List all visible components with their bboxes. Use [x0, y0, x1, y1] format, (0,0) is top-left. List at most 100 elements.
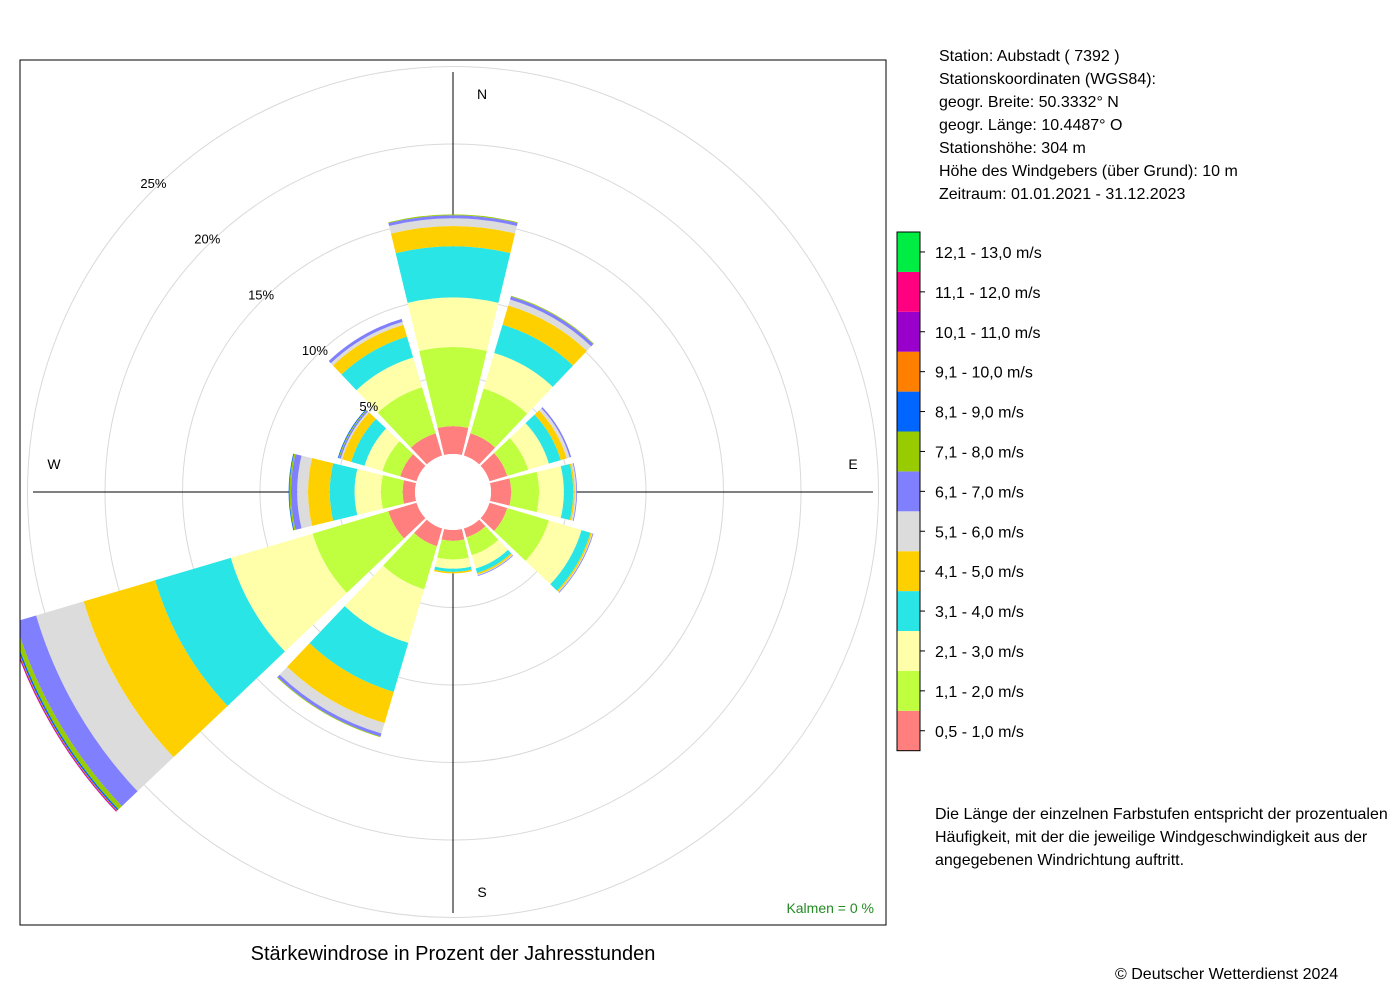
radial-tick-label-25: 25% [140, 176, 166, 191]
wedge-segment-dir0-bin7 [388, 214, 518, 223]
wedge-dir-300 [337, 409, 426, 482]
wedge-segment-dir210-bin1 [383, 533, 437, 590]
wedge-segment-dir30-bin0 [463, 433, 496, 465]
station-name: Station: Aubstadt ( 7392 ) [939, 48, 1120, 65]
calm-center-circle [415, 454, 491, 530]
legend-label-8: 8,1 - 9,0 m/s [935, 405, 1024, 422]
wedge-segment-dir150-bin3 [475, 549, 512, 574]
legend-swatch-3 [897, 591, 920, 631]
sensor-height: Höhe des Windgebers (über Grund): 10 m [939, 163, 1238, 180]
wedge-segment-dir120-bin2 [525, 520, 582, 585]
wedge-segment-dir150-bin1 [466, 526, 499, 556]
legend-label-6: 6,1 - 7,0 m/s [935, 484, 1024, 501]
wedge-dir-180 [433, 528, 473, 574]
legend-swatch-7 [897, 431, 920, 472]
wedge-segment-dir90-bin4 [569, 463, 575, 521]
wedge-segment-dir150-bin4 [476, 553, 513, 575]
wedge-segment-dir90-bin1 [509, 471, 540, 513]
legend-swatch-11 [897, 271, 920, 312]
wedge-dir-270 [288, 453, 417, 531]
legend-swatch-0 [897, 710, 920, 751]
wedge-dir-330 [328, 318, 443, 465]
time-period: Zeitraum: 01.01.2021 - 31.12.2023 [939, 186, 1186, 203]
wedge-segment-dir210-bin5 [279, 666, 385, 734]
wedge-segment-dir270-bin0 [402, 480, 417, 504]
legend-swatch-10 [897, 311, 920, 352]
wedge-segment-dir30-bin5 [508, 299, 592, 351]
legend-label-12: 12,1 - 13,0 m/s [935, 245, 1042, 262]
legend-swatch-12 [897, 232, 920, 272]
compass-labels: N E S W [47, 86, 857, 900]
wedge-segment-dir240-bin6 [20, 615, 138, 807]
plot-frame [19, 59, 887, 926]
legend-swatch-9 [897, 351, 920, 392]
wedge-segment-dir300-bin1 [382, 441, 414, 477]
compass-label-w: W [47, 456, 61, 472]
wedge-dir-240 [20, 502, 426, 812]
station-latitude: geogr. Breite: 50.3332° N [939, 94, 1119, 111]
radial-tick-labels: 5% 10% 15% 20% 25% [140, 176, 378, 414]
wedge-dir-150 [463, 519, 514, 576]
wedge-segment-dir30-bin1 [470, 388, 528, 448]
wedge-segment-dir120-bin3 [550, 530, 591, 591]
wedge-segment-dir330-bin3 [341, 336, 414, 391]
legend-label-0: 0,5 - 1,0 m/s [935, 724, 1024, 741]
wedge-segment-dir60-bin2 [509, 423, 549, 470]
legend-label-2: 2,1 - 3,0 m/s [935, 644, 1024, 661]
station-info: Station: Aubstadt ( 7392 ) Stationskoord… [939, 45, 1238, 206]
wedge-segment-dir0-bin1 [419, 347, 487, 428]
wedge-segment-dir60-bin4 [534, 410, 567, 461]
note-line-1: Die Länge der einzelnen Farbstufen entsp… [935, 806, 1388, 823]
legend-swatch-8 [897, 391, 920, 432]
wedge-segment-dir300-bin6 [339, 410, 369, 459]
compass-label-e: E [848, 456, 857, 472]
wedge-segment-dir270-bin3 [329, 463, 358, 521]
legend-label-3: 3,1 - 4,0 m/s [935, 604, 1024, 621]
wedge-segment-dir0-bin2 [407, 297, 499, 352]
wedge-segment-dir210-bin0 [414, 519, 443, 547]
wedge-segment-dir330-bin0 [410, 433, 443, 465]
calm-label: Kalmen = 0 % [786, 900, 874, 916]
legend-swatch-2 [897, 631, 920, 671]
legend-label-1: 1,1 - 2,0 m/s [935, 684, 1024, 701]
radial-tick-label-15: 15% [248, 287, 274, 302]
wedge-segment-dir180-bin2 [435, 557, 471, 569]
wedge-segment-dir270-bin5 [297, 455, 313, 529]
wedge-segment-dir210-bin3 [309, 606, 409, 692]
wedge-segment-dir210-bin4 [287, 643, 394, 724]
legend-label-4: 4,1 - 5,0 m/s [935, 564, 1024, 581]
wedge-segment-dir30-bin3 [494, 324, 574, 387]
wedge-dir-60 [480, 407, 572, 482]
wedge-segment-dir240-bin1 [312, 511, 405, 593]
chart-title: Stärkewindrose in Prozent der Jahresstun… [250, 943, 656, 965]
wedge-segment-dir270-bin4 [308, 458, 334, 526]
wedge-segment-dir240-bin3 [154, 557, 285, 706]
wedge-segment-dir60-bin3 [525, 414, 561, 464]
note-line-3: angegebenen Windrichtung auftritt. [935, 852, 1185, 869]
legend-label-10: 10,1 - 11,0 m/s [935, 325, 1041, 342]
compass-label-n: N [477, 86, 487, 102]
grid-circle-25 [27, 66, 879, 918]
wedge-segment-dir0-bin0 [437, 426, 469, 456]
wedge-segment-dir90-bin0 [489, 478, 512, 506]
wedge-segment-dir0-bin4 [390, 226, 516, 254]
wedge-segment-dir60-bin5 [539, 408, 570, 459]
copyright: © Deutscher Wetterdienst 2024 [1115, 966, 1339, 983]
wedge-segment-dir150-bin0 [463, 519, 486, 538]
wedge-segment-dir330-bin6 [328, 318, 403, 364]
wedge-segment-dir240-bin2 [230, 533, 347, 652]
wedge-segment-dir120-bin0 [480, 502, 508, 531]
legend-label-7: 7,1 - 8,0 m/s [935, 444, 1024, 461]
wedge-segment-dir0-bin6 [388, 215, 518, 226]
legend-swatch-4 [897, 551, 920, 592]
wedge-segment-dir0-bin3 [395, 246, 511, 303]
wedge-segment-dir270-bin2 [354, 469, 383, 515]
station-elevation: Stationshöhe: 304 m [939, 140, 1086, 157]
wedge-segment-dir270-bin7 [289, 453, 296, 531]
wedge-segment-dir330-bin4 [332, 324, 407, 375]
wedge-segment-dir30-bin2 [483, 353, 553, 414]
wedge-segment-dir180-bin3 [434, 566, 472, 572]
wedge-segment-dir240-bin0 [388, 502, 426, 539]
wedge-segment-dir150-bin2 [471, 539, 508, 569]
wedge-segment-dir120-bin1 [494, 508, 549, 561]
